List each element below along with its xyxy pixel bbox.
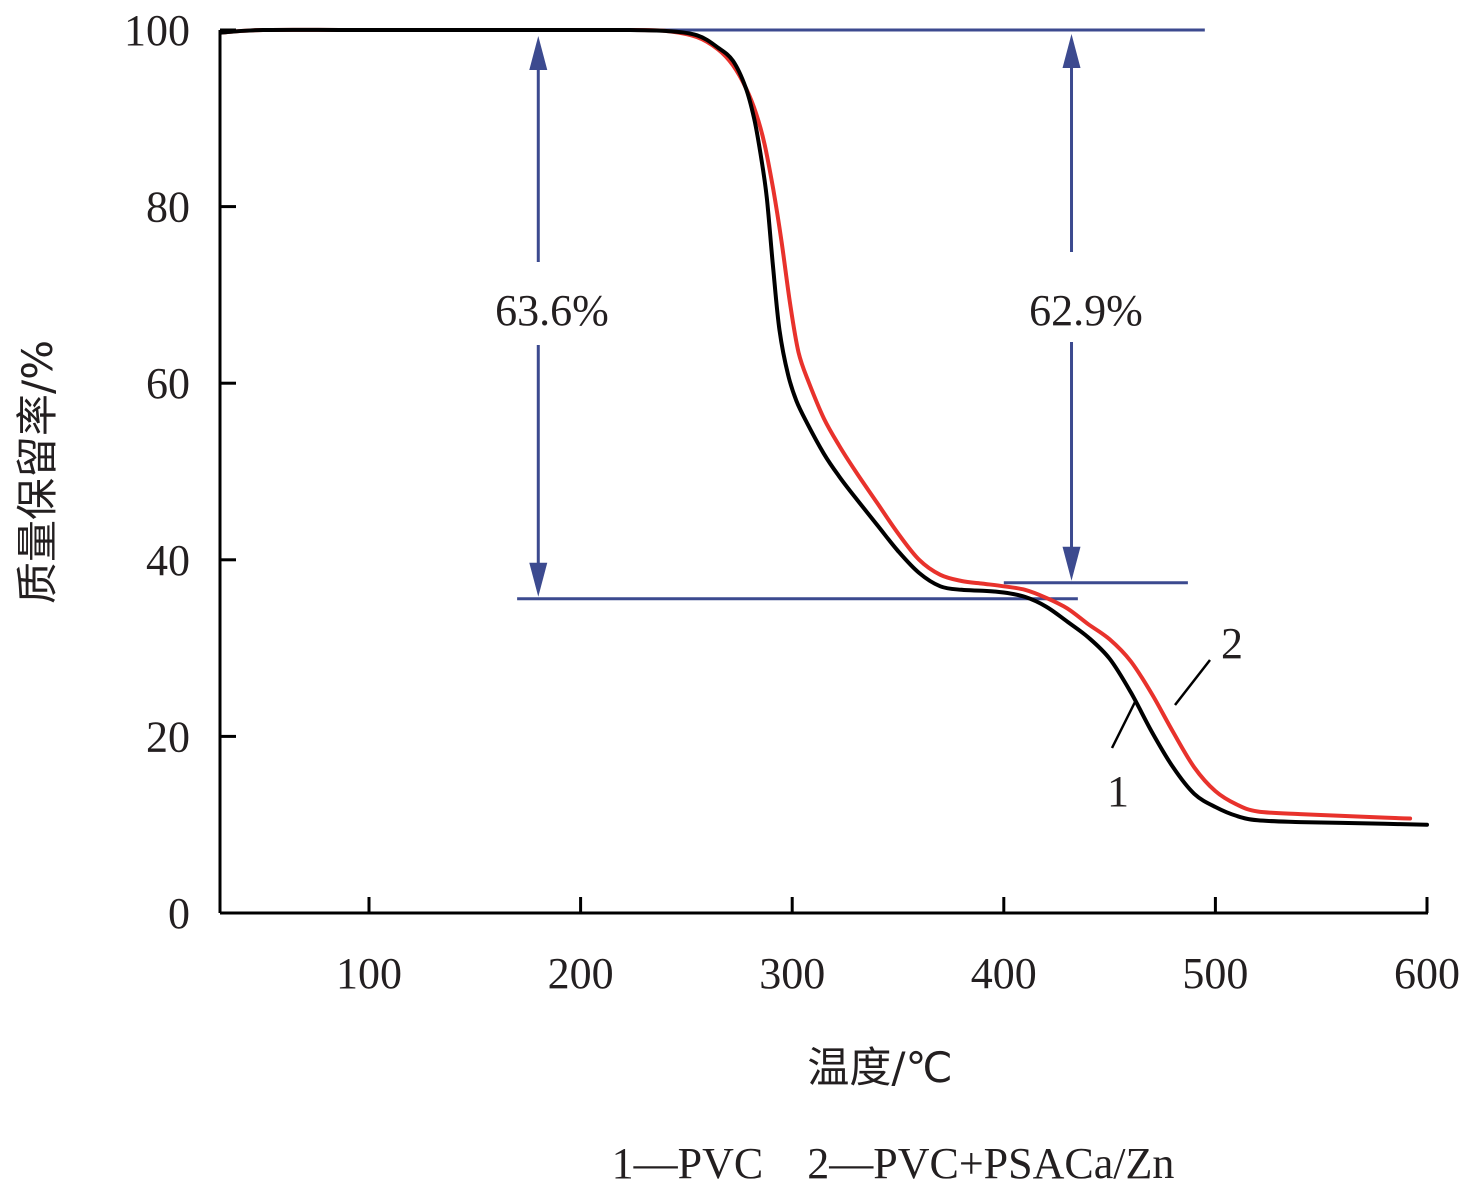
- x-tick-label: 400: [971, 949, 1037, 998]
- arrow-right-head-down: [1062, 546, 1081, 581]
- legend: 1—PVC 2—PVC+PSACa/Zn: [612, 1139, 1175, 1188]
- arrow-right-head-up: [1062, 34, 1081, 68]
- y-tick-label: 100: [124, 6, 190, 55]
- series-line-1: [218, 27, 1429, 827]
- x-axis-title: 温度/℃: [807, 1043, 952, 1092]
- series-line-2: [218, 27, 1413, 821]
- annotation-left-percent: 63.6%: [495, 286, 609, 335]
- x-tick-label: 500: [1182, 949, 1248, 998]
- annotation-right-percent: 62.9%: [1029, 286, 1143, 335]
- x-tick-label: 600: [1394, 949, 1460, 998]
- curve-2-leader-line: [1174, 659, 1211, 706]
- y-ticks: 0 20 40 60 80 100: [124, 6, 236, 938]
- annotation-layer: [517, 28, 1205, 601]
- x-tick-label: 200: [548, 949, 614, 998]
- y-tick-label: 20: [146, 712, 190, 761]
- y-tick-label: 80: [146, 183, 190, 232]
- x-ticks: 100 200 300 400 500 600: [336, 897, 1460, 998]
- series-layer: [218, 27, 1429, 827]
- y-tick-label: 60: [146, 359, 190, 408]
- arrow-left-head-up: [529, 36, 548, 70]
- curve-label-2: 2: [1221, 619, 1243, 668]
- curve-1-leader-line: [1110, 699, 1138, 749]
- arrow-left-head-down: [529, 562, 548, 597]
- y-tick-label: 40: [146, 536, 190, 585]
- y-axis-title: 质量保留率/%: [13, 340, 62, 604]
- x-tick-label: 100: [336, 949, 402, 998]
- curve-label-1: 1: [1107, 767, 1129, 816]
- x-tick-label: 300: [759, 949, 825, 998]
- y-tick-label: 0: [168, 889, 190, 938]
- axes: [218, 30, 1428, 915]
